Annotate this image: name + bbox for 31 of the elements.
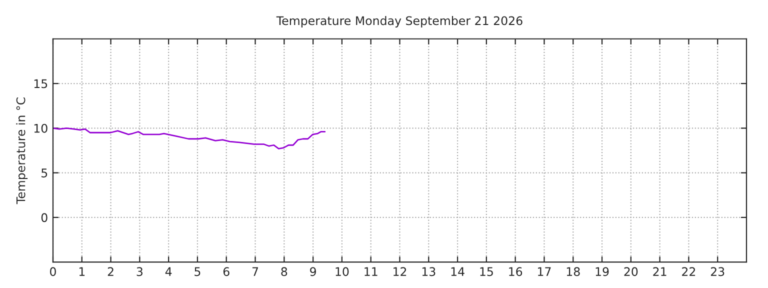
x-tick-label: 7 [252, 267, 258, 276]
y-tick-label: 0 [41, 213, 48, 222]
x-tick-label: 23 [710, 267, 724, 276]
x-tick-label: 16 [509, 267, 522, 276]
x-tick-label: 11 [364, 267, 378, 276]
x-tick-label: 8 [281, 267, 288, 276]
x-tick-label: 20 [624, 267, 638, 276]
x-tick-label: 6 [223, 267, 230, 276]
x-tick-label: 0 [50, 267, 56, 276]
x-tick-label: 13 [422, 267, 436, 276]
x-tick-label: 19 [596, 267, 609, 276]
x-tick-label: 22 [682, 267, 696, 276]
x-tick-label: 14 [451, 267, 464, 276]
x-tick-label: 1 [79, 267, 85, 276]
y-tick-label: 5 [42, 168, 48, 178]
x-tick-label: 12 [394, 267, 406, 276]
x-tick-label: 2 [108, 267, 114, 276]
x-tick-label: 4 [165, 267, 172, 276]
chart-title: Temperature Monday September 21 2026 [276, 16, 522, 28]
y-tick-label: 10 [34, 124, 48, 133]
x-tick-label: 15 [480, 267, 493, 276]
x-tick-label: 10 [336, 267, 349, 276]
x-tick-label: 3 [136, 267, 142, 276]
line-series [52, 127, 326, 150]
x-tick-label: 21 [653, 267, 666, 276]
x-tick-label: 17 [538, 267, 551, 276]
x-tick-label: 5 [194, 267, 200, 276]
y-tick-label: 15 [34, 79, 48, 88]
y-axis-title: Temperature in °C [16, 98, 28, 204]
x-tick-label: 18 [566, 267, 580, 276]
x-tick-label: 9 [310, 267, 316, 276]
